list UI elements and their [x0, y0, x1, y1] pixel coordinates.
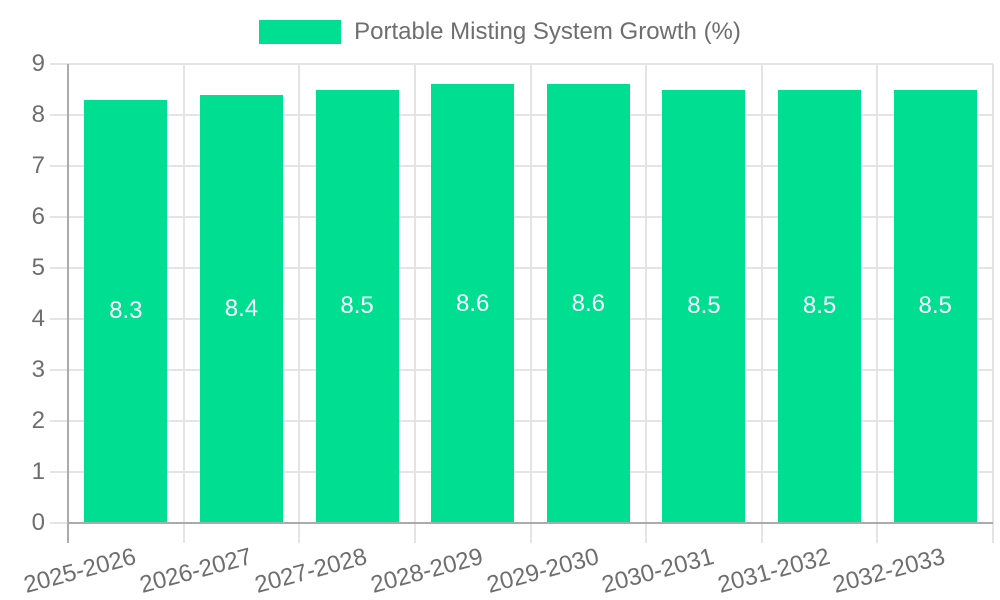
gridline-vertical [992, 64, 994, 543]
y-axis-tick-label: 6 [31, 203, 45, 230]
gridline-horizontal [50, 216, 993, 218]
y-axis-tick-label: 1 [31, 458, 45, 485]
legend-swatch [259, 20, 342, 44]
bar [662, 89, 746, 523]
bar-value-label: 8.6 [571, 289, 605, 317]
legend-label: Portable Misting System Growth (%) [354, 18, 741, 45]
x-axis-tick-label: 2032-2033 [830, 543, 949, 599]
gridline-vertical [413, 64, 416, 543]
x-axis-line [67, 522, 993, 524]
bar-value-label: 8.6 [456, 289, 490, 317]
bar [778, 89, 862, 523]
y-axis-tick-label: 4 [31, 305, 45, 332]
x-axis-tick-label: 2029-2030 [483, 543, 602, 599]
gridline-vertical [182, 64, 185, 543]
bar-value-label: 8.3 [109, 297, 143, 325]
y-axis-tick-label: 0 [31, 509, 45, 536]
y-axis-tick-label: 8 [31, 101, 45, 128]
gridline-horizontal [50, 318, 993, 320]
y-axis-line [67, 64, 69, 543]
x-axis-tick-label: 2025-2026 [20, 543, 139, 599]
bar-value-label: 8.5 [802, 292, 837, 320]
bar-value-label: 8.5 [687, 292, 721, 320]
y-axis-tick-label: 2 [31, 407, 45, 434]
bar [315, 89, 399, 523]
gridline-vertical [298, 64, 301, 543]
bar [84, 99, 168, 523]
gridline-vertical [529, 64, 532, 543]
x-axis-tick-label: 2027-2028 [252, 543, 371, 599]
gridline-vertical [645, 64, 648, 543]
bar-value-label: 8.5 [340, 292, 374, 320]
gridline-horizontal [50, 114, 993, 116]
gridline-horizontal [50, 471, 993, 473]
x-axis-tick-label: 2031-2032 [714, 543, 833, 599]
gridline-horizontal [50, 420, 993, 422]
y-axis-tick-label: 3 [31, 356, 45, 383]
bar-value-label: 8.4 [224, 294, 259, 322]
bar [431, 84, 515, 523]
y-axis-tick-label: 9 [31, 50, 45, 77]
gridline-vertical [876, 64, 879, 543]
y-axis-tick-label: 5 [31, 254, 45, 281]
bar-value-label: 8.5 [918, 292, 952, 320]
gridline-horizontal [50, 369, 993, 371]
x-axis-tick-label: 2030-2031 [599, 543, 717, 599]
gridline-horizontal [50, 267, 993, 269]
bar [546, 84, 630, 523]
y-axis-tick-label: 7 [31, 152, 45, 179]
x-axis-tick-label: 2026-2027 [136, 543, 255, 599]
bar [199, 94, 283, 523]
gridline-horizontal [50, 165, 993, 167]
gridline-vertical [760, 64, 763, 543]
x-axis-tick-label: 2028-2029 [367, 543, 486, 599]
gridline-horizontal [50, 63, 993, 65]
chart-legend: Portable Misting System Growth (%) [0, 17, 1000, 47]
bar [893, 89, 977, 523]
